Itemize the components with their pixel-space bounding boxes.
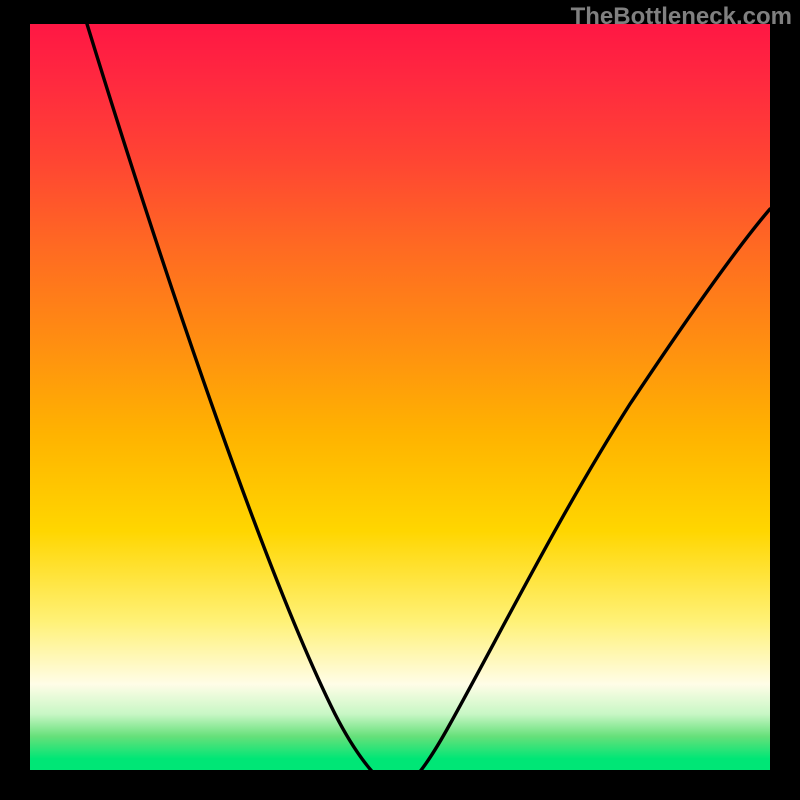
plot-area	[30, 24, 770, 770]
plot-svg	[30, 24, 770, 770]
gradient-background	[30, 24, 770, 770]
chart-container: TheBottleneck.com	[0, 0, 800, 800]
watermark-text: TheBottleneck.com	[571, 3, 792, 31]
